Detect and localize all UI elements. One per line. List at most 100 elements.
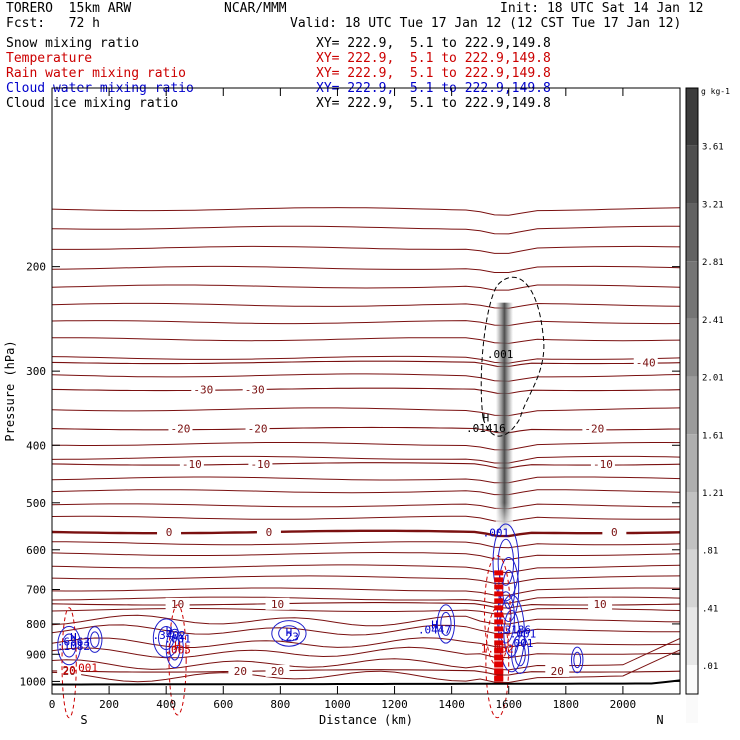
field-annotation: H [431,619,438,632]
section-end-label: N [656,713,663,727]
contour-label-bg [57,664,82,677]
rain-water-contour [485,607,510,719]
field-annotation: H [166,624,173,637]
contour-label: 20 [63,665,76,678]
cloud-water-contour [90,631,100,648]
isotherm-line [52,337,681,344]
field-annotation: H [174,639,181,652]
isotherm-line [51,637,681,648]
y-tick-label: 700 [26,584,46,597]
plot-frame [51,87,681,695]
isotherm-line [51,551,681,561]
field-annotation: .001 [483,527,510,540]
colorbar-segment [686,434,698,492]
contour-label: 20 [551,665,564,678]
colorbar-label: 1.61 [702,431,724,441]
contour-label: -20 [584,423,604,436]
field-annotation: 1.152 [481,642,514,655]
cloud-water-contour [573,651,582,669]
field-annotation: .01416 [466,422,506,435]
terrain-line [52,679,681,686]
colorbar-label: 2.01 [702,374,724,384]
isotherm-line [51,624,680,636]
legend-temperature-xy: XY= 222.9, 5.1 to 222.9,149.8 [316,51,551,66]
x-axis-label: Distance (km) [319,713,413,727]
field-annotation: .3402 [152,629,185,642]
colorbar-segment [686,607,698,666]
rain-water-contour [61,607,77,719]
y-axis-label: Pressure (hPa) [3,340,17,441]
legend-snow: Snow mixing ratio [6,36,140,51]
isotherm-line [51,503,681,510]
x-tick-label: 600 [213,698,233,711]
model-title: TORERO 15km ARW [6,1,132,16]
isotherm-line [51,225,680,235]
contour-label-bg [545,664,570,677]
y-tick-label: 800 [26,618,46,631]
temperature-contour [51,387,681,395]
contour-label-bg [165,597,190,610]
colorbar-segment [686,318,698,377]
legend-snow-xy: XY= 222.9, 5.1 to 222.9,149.8 [316,36,551,51]
section-start-label: S [80,713,87,727]
y-tick-label: 200 [26,261,46,274]
cloud-water-contour [514,642,526,667]
temperature-contour [51,602,681,609]
cloud-water-contour [165,628,184,669]
colorbar-label: .41 [702,604,718,614]
field-annotation: .3186 [498,623,531,636]
cloud-water-contour [502,569,516,610]
x-tick-label: 1200 [381,698,408,711]
cloud-water-contour [440,611,452,636]
colorbar-label: 2.81 [702,258,724,268]
valid-time: Valid: 18 UTC Tue 17 Jan 12 (12 CST Tue … [290,16,682,31]
cloud-water-contour [278,625,300,642]
contour-label: -10 [593,458,613,471]
colorbar-segment [686,261,698,319]
isotherm-line [51,489,681,496]
colorbar-segment [686,492,698,550]
contour-label-bg [191,383,216,396]
field-annotation: .001 [510,627,537,640]
colorbar-segment [686,88,698,146]
rain-water-contour [168,604,187,716]
cloud-water-contour [152,618,180,658]
colorbar-segment [686,145,698,204]
legend-rain-xy: XY= 222.9, 5.1 to 222.9,149.8 [316,66,551,81]
y-tick-label: 500 [26,497,46,510]
temperature-contour [51,360,681,368]
isotherm-line [51,355,681,364]
cloud-water-contour [492,523,520,602]
isotherm-line [51,373,681,382]
contour-label: 0 [166,526,173,539]
y-tick-label: 300 [26,365,46,378]
isotherm-line [51,407,681,417]
field-annotation: .0447 [418,623,451,636]
y-tick-label: 600 [26,544,46,557]
isotherm-line [51,284,681,291]
y-tick-label: 1000 [20,675,47,688]
contour-label-bg [245,422,270,435]
contour-label: -40 [636,356,656,369]
field-annotation: .1082 [57,640,90,653]
center-label: NCAR/MMM [224,1,287,16]
contour-label: -20 [171,423,191,436]
temperature-contour [51,669,681,676]
legend-temperature: Temperature [6,51,93,66]
colorbar-label: 3.61 [702,143,724,153]
legend-rain: Rain water mixing ratio [6,66,187,81]
contour-label: 10 [271,598,284,611]
colorbar-label: .01 [702,662,718,672]
isotherm-line [51,455,681,464]
temperature-contour [51,426,681,434]
colorbar-segment [686,549,698,608]
colorbar-label: .81 [702,547,718,557]
y-tick-label: 400 [26,439,46,452]
cloud-water-contour [271,620,307,647]
isotherm-line [51,476,681,484]
isotherm-line [51,207,681,216]
contour-label-bg [179,457,204,470]
contour-label-bg [590,457,615,470]
isotherm-line [51,564,681,574]
x-tick-label: 800 [270,698,290,711]
